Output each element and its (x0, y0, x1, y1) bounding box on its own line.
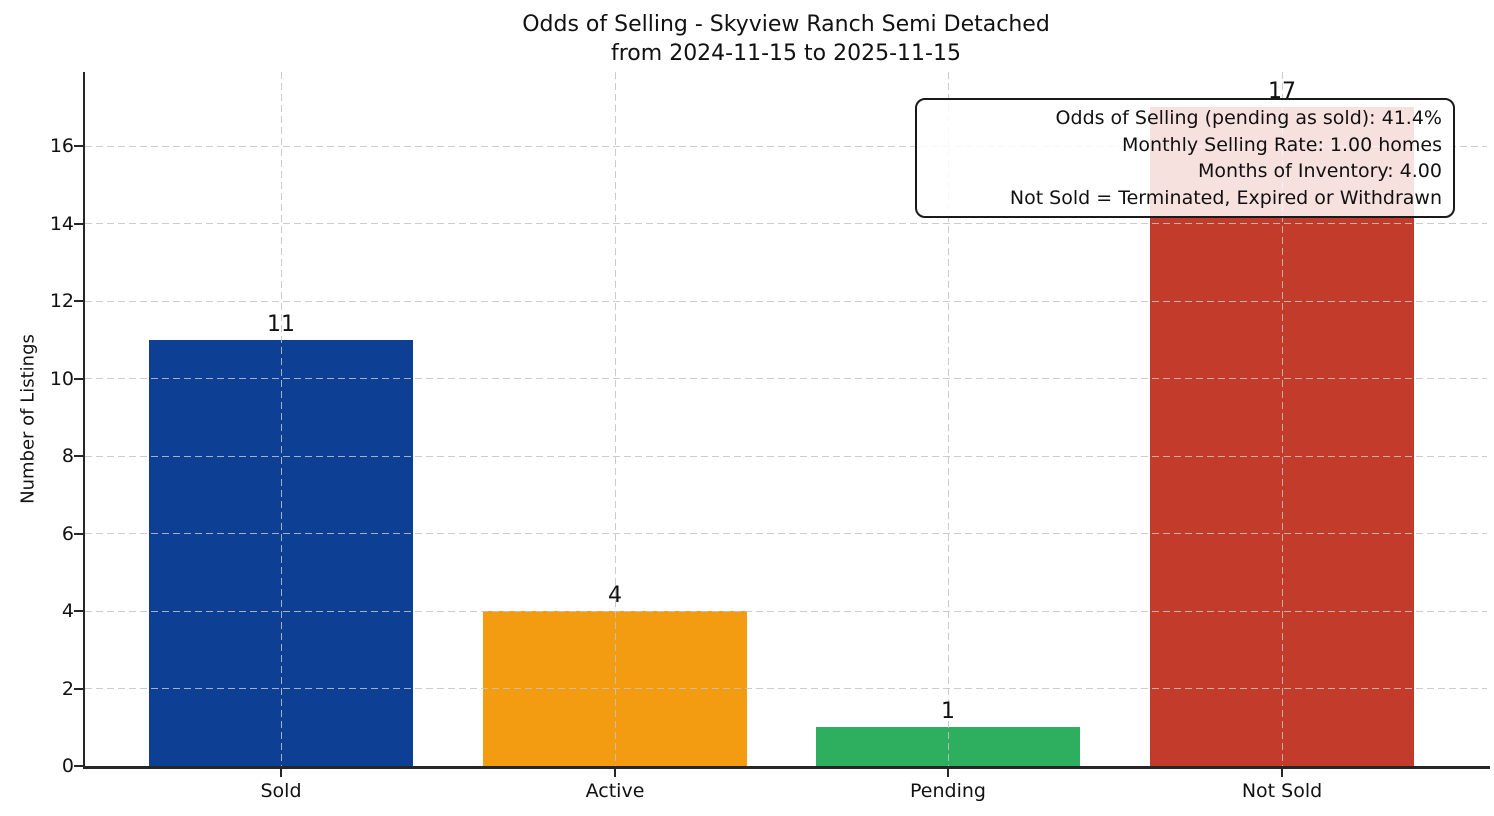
annotation-rate-line: Monthly Selling Rate: 1.00 homes (1122, 133, 1442, 156)
gridline-h-2 (85, 688, 1487, 689)
x-tick-label-active: Active (585, 780, 645, 802)
x-tick-mark-pending (947, 769, 949, 777)
annotation-notsold-line: Not Sold = Terminated, Expired or Withdr… (1009, 186, 1442, 209)
gridline-v-sold (280, 72, 282, 766)
y-tick-label-4: 4 (61, 600, 74, 622)
y-tick-label-10: 10 (49, 367, 74, 390)
x-tick-mark-not-sold (1281, 769, 1283, 777)
y-axis-line (82, 72, 85, 768)
y-axis-label: Number of Listings (17, 334, 39, 504)
annotation-odds-line: Odds of Selling (pending as sold): 41.4% (1055, 107, 1442, 129)
y-tick-mark-10 (74, 377, 83, 380)
bar-value-label-pending: 1 (941, 699, 955, 725)
gridline-h-12 (85, 300, 1487, 302)
x-tick-mark-active (614, 769, 616, 777)
plot-area: 11 4 1 17 0 2 4 6 8 10 12 14 16 Sold Active Pending Not… (50, 72, 1490, 802)
gridline-h-14 (85, 223, 1487, 224)
gridline-v-not-sold (1281, 72, 1283, 766)
bar-value-label-active: 4 (608, 583, 622, 608)
gridline-h-6 (85, 533, 1487, 534)
stats-annotation-box: Odds of Selling (pending as sold): 41.4%… (915, 98, 1455, 218)
y-tick-mark-16 (74, 145, 83, 147)
gridline-v-active (614, 72, 616, 766)
gridline-h-10 (85, 378, 1487, 379)
y-tick-label-6: 6 (61, 522, 74, 545)
x-tick-label-sold: Sold (260, 780, 302, 802)
annotation-inventory-line: Months of Inventory: 4.00 (1198, 160, 1442, 182)
y-tick-mark-6 (74, 532, 83, 535)
gridline-h-4 (85, 610, 1487, 612)
x-axis-line (82, 766, 1490, 769)
gridline-h-16 (85, 145, 1487, 147)
bar-value-label-not-sold: 17 (1268, 79, 1296, 105)
y-tick-label-0: 0 (61, 755, 74, 777)
chart-title-line1: Odds of Selling - Skyview Ranch Semi Det… (522, 12, 1050, 37)
chart-title-line2: from 2024-11-15 to 2025-11-15 (611, 41, 961, 66)
y-tick-label-16: 16 (49, 135, 74, 157)
y-tick-label-2: 2 (61, 677, 74, 700)
y-tick-mark-14 (74, 222, 83, 225)
y-tick-label-14: 14 (49, 212, 74, 235)
y-tick-label-8: 8 (61, 445, 74, 467)
y-tick-mark-4 (74, 610, 83, 612)
chart-title: Odds of Selling - Skyview Ranch Semi Det… (85, 10, 1487, 68)
gridline-v-pending (947, 72, 949, 766)
x-tick-label-pending: Pending (910, 780, 986, 802)
y-tick-mark-8 (74, 455, 83, 457)
bar-value-label-sold: 11 (267, 311, 295, 337)
y-tick-mark-0 (74, 765, 83, 767)
x-tick-mark-sold (280, 769, 282, 777)
x-tick-label-not-sold: Not Sold (1241, 780, 1323, 802)
y-tick-label-12: 12 (49, 290, 74, 312)
y-tick-mark-2 (74, 687, 83, 690)
y-tick-mark-12 (74, 300, 83, 302)
gridline-h-8 (85, 455, 1487, 457)
